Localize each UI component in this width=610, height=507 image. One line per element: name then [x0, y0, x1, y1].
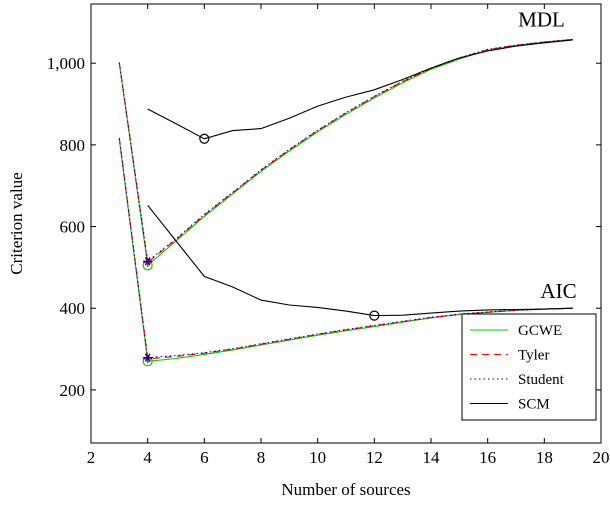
y-axis-title: Criterion value — [7, 172, 26, 274]
x-tick-label: 10 — [309, 448, 326, 467]
legend-label-student: Student — [518, 372, 565, 388]
marker-scm — [369, 310, 380, 321]
marker-student — [143, 353, 153, 362]
legend-label-scm: SCM — [518, 397, 550, 413]
series-line-gcwe-aic — [118, 138, 573, 362]
x-tick-label: 14 — [423, 448, 441, 467]
x-tick-label: 18 — [536, 448, 553, 467]
series-line-scm-mdl — [147, 39, 573, 140]
annotation-layer: MDL AIC — [518, 7, 576, 303]
marker-student-arm — [144, 257, 151, 266]
legend: GCWE Tyler Student SCM — [461, 313, 597, 421]
x-tick-label: 4 — [143, 448, 152, 467]
marker-scm — [199, 133, 210, 144]
y-axis-ticks: 200 400 600 800 1,000 — [47, 54, 601, 400]
series-line-tyler-mdl — [118, 38, 573, 264]
y-tick-label: 1,000 — [47, 54, 85, 73]
y-tick-label: 200 — [60, 381, 86, 400]
x-axis-title: Number of sources — [281, 480, 410, 499]
marker-student-arm — [144, 353, 151, 362]
x-tick-label: 8 — [257, 448, 266, 467]
x-tick-label: 16 — [479, 448, 496, 467]
marker-student — [143, 257, 153, 266]
y-tick-label: 400 — [60, 299, 86, 318]
marker-layer — [142, 133, 380, 367]
legend-label-tyler: Tyler — [518, 348, 549, 364]
x-tick-label: 12 — [366, 448, 383, 467]
y-tick-label: 800 — [60, 136, 86, 155]
legend-label-gcwe: GCWE — [518, 323, 562, 339]
y-tick-label: 600 — [60, 218, 86, 237]
legend-box — [461, 313, 597, 421]
curve-label-aic: AIC — [540, 279, 576, 303]
series-line-gcwe-mdl — [118, 38, 573, 267]
x-tick-label: 6 — [200, 448, 209, 467]
series-line-scm-aic — [147, 204, 573, 317]
series-layer — [118, 38, 573, 362]
series-line-tyler-aic — [118, 137, 573, 360]
curve-label-mdl: MDL — [518, 7, 565, 31]
series-line-student-mdl — [118, 38, 573, 263]
x-tick-label: 20 — [593, 448, 610, 467]
x-tick-label: 2 — [87, 448, 96, 467]
plot-area-frame — [90, 3, 602, 444]
x-axis-ticks: 2 4 6 8 10 12 14 16 18 20 — [87, 4, 610, 467]
